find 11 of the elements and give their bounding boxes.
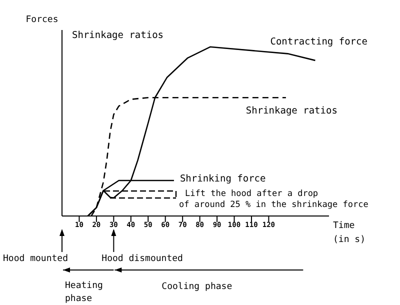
series-label: Shrinkage ratios bbox=[246, 106, 338, 117]
annotation: Lift the hood after a drop of around 25 % in the shrinkage force bbox=[179, 189, 368, 210]
text: Cooling phase bbox=[162, 282, 232, 292]
text: Shrinkage ratios bbox=[72, 30, 164, 41]
text: Hood mounted bbox=[3, 254, 68, 264]
text: Hood dismounted bbox=[102, 254, 183, 264]
series-label: Contracting force bbox=[270, 36, 368, 48]
series-label: Shrinking force bbox=[180, 173, 266, 184]
y-axis-title: Forces bbox=[26, 15, 58, 25]
text: Heating phase bbox=[65, 281, 103, 304]
x-axis-title: Time (in s) bbox=[333, 221, 366, 245]
